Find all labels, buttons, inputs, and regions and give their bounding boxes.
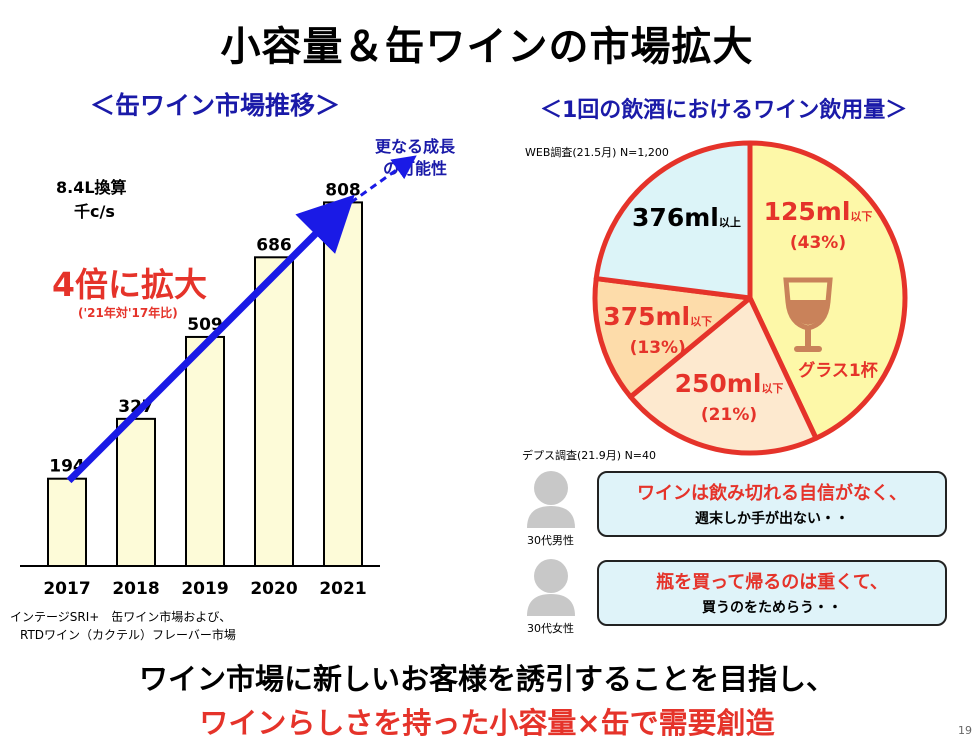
quote-bubble-female: 瓶を買って帰るのは重くて、 買うのをためらう・・ <box>597 560 947 626</box>
pie-slice-label: 125ml以下 (43%) <box>764 197 873 253</box>
data-source: インテージSRI+ 缶ワイン市場および、 RTDワイン（カクテル）フレーバー市場 <box>10 608 236 644</box>
growth-headline: 4倍に拡大 <box>52 265 207 304</box>
pie-slice-label: 376ml以上 <box>632 203 741 232</box>
conclusion-line2: ワインらしさを持った小容量×缶で需要創造 <box>199 706 775 740</box>
bar-value-label: 509 <box>187 315 223 335</box>
slice-percent-label: (13%) <box>630 338 686 358</box>
bar <box>254 256 294 567</box>
page-title: 小容量＆缶ワインの市場拡大 <box>220 24 754 70</box>
bar <box>185 335 225 568</box>
trend-arrow <box>66 194 355 484</box>
slice-percent-label: (43%) <box>790 233 846 253</box>
conclusion-line1: ワイン市場に新しいお客様を誘引することを目指し、 <box>138 662 835 696</box>
bar-value-label: 686 <box>256 235 292 255</box>
pie-slice <box>628 295 819 456</box>
x-tick-label: 2020 <box>250 579 297 599</box>
person-icon <box>527 471 575 528</box>
bar <box>116 417 156 567</box>
quote-bubble-male: ワインは飲み切れる自信がなく、 週末しか手が出ない・・ <box>597 471 947 537</box>
pie-slice-label: 375ml以下 (13%) <box>603 302 712 358</box>
unit-line1: 8.4L換算 <box>56 178 127 197</box>
pie-slice <box>592 276 753 400</box>
growth-line1: 更なる成長 <box>374 137 455 156</box>
left-section-heading: ＜缶ワイン市場推移＞ <box>90 91 341 120</box>
quote-line1: 瓶を買って帰るのは重くて、 <box>656 572 888 593</box>
slice-volume-label: 250ml以下 <box>675 369 784 398</box>
source-line2: RTDワイン（カクテル）フレーバー市場 <box>20 628 236 642</box>
quote-line2: 買うのをためらう・・ <box>702 600 842 616</box>
depth-survey-label: デプス調査(21.9月) N=40 <box>522 449 657 462</box>
x-tick-label: 2021 <box>319 579 366 599</box>
pie-chart: 125ml以下 (43%) 250ml以下 (21%) 375ml以下 (13%) 376m… <box>592 140 908 456</box>
unit-label: 8.4L換算 千c/s <box>56 176 127 224</box>
unit-line2: 千c/s <box>74 202 115 221</box>
person-avatar-male <box>523 468 579 528</box>
slice-volume-label: 375ml以下 <box>603 302 712 331</box>
source-line1: インテージSRI+ 缶ワイン市場および、 <box>10 610 232 624</box>
pie-slice-label: 250ml以下 (21%) <box>675 369 784 425</box>
web-survey-label: WEB調査(21.5月) N=1,200 <box>525 146 669 159</box>
bar <box>323 201 363 567</box>
right-section-heading: ＜1回の飲酒におけるワイン飲用量＞ <box>540 98 908 123</box>
page-number: 19 <box>958 724 972 737</box>
glass-label: グラス1杯 <box>798 360 878 381</box>
slice-volume-label: 376ml以上 <box>632 203 741 232</box>
slice-volume-label: 125ml以下 <box>764 197 873 226</box>
pie-slice <box>593 140 753 301</box>
slice-percent-label: (21%) <box>701 405 757 425</box>
x-tick-label: 2017 <box>43 579 90 599</box>
person-icon <box>527 559 575 616</box>
bar <box>47 477 87 568</box>
x-tick-label: 2019 <box>181 579 228 599</box>
quote-line2: 週末しか手が出ない・・ <box>695 511 849 527</box>
person-label-female: 30代女性 <box>527 622 574 635</box>
person-avatar-female <box>523 556 579 616</box>
growth-headline-sub: ('21年対'17年比) <box>78 306 178 320</box>
person-label-male: 30代男性 <box>527 534 574 547</box>
quote-line1: ワインは飲み切れる自信がなく、 <box>637 483 907 504</box>
x-tick-label: 2018 <box>112 579 159 599</box>
wine-glass-icon <box>783 277 833 352</box>
